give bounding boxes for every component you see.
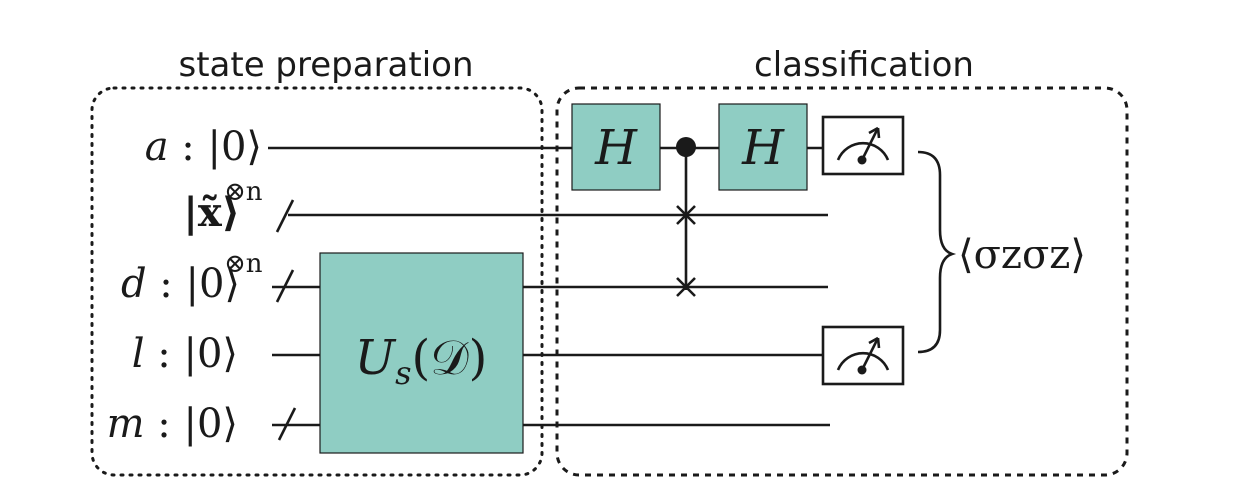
measurement-meter-icon-top [823,117,903,174]
hadamard-label-1: H [594,120,638,176]
qubit-l-ket: |0⟩ [183,331,238,377]
qubit-x-power: ⊗n [224,177,263,207]
qubit-label-a: a : |0⟩ [145,124,262,170]
qubit-label-m: m : |0⟩ [107,401,238,447]
qubit-label-l: l : |0⟩ [132,331,238,377]
qubit-a-ket: |0⟩ [207,124,262,170]
unitary-label: Us(𝒟) [355,330,488,392]
curly-brace [918,152,952,352]
qubit-d-sep: : [147,261,186,307]
unitary-arg: (𝒟) [412,330,488,386]
qubit-d-power: ⊗n [224,249,263,279]
qubit-m-ket: |0⟩ [183,401,238,447]
expectation-value: ⟨σzσz⟩ [958,232,1086,278]
qubit-m-name: m [107,401,145,447]
measurement-meter-icon-bottom [823,327,903,384]
qubit-a-name: a [145,124,169,170]
qubit-m-sep: : [145,401,184,447]
hadamard-label-2: H [741,120,785,176]
classification-title: classification [754,45,974,85]
qubit-l-sep: : [145,331,184,377]
unitary-main: U [355,330,397,386]
qubit-d-name: d [121,261,147,307]
control-dot [676,137,696,157]
qubit-label-d: d : |0⟩ [121,261,240,307]
state-preparation-title: state preparation [178,45,473,85]
unitary-sub: s [395,354,411,392]
qubit-a-sep: : [169,124,208,170]
qubit-l-name: l [132,331,145,377]
